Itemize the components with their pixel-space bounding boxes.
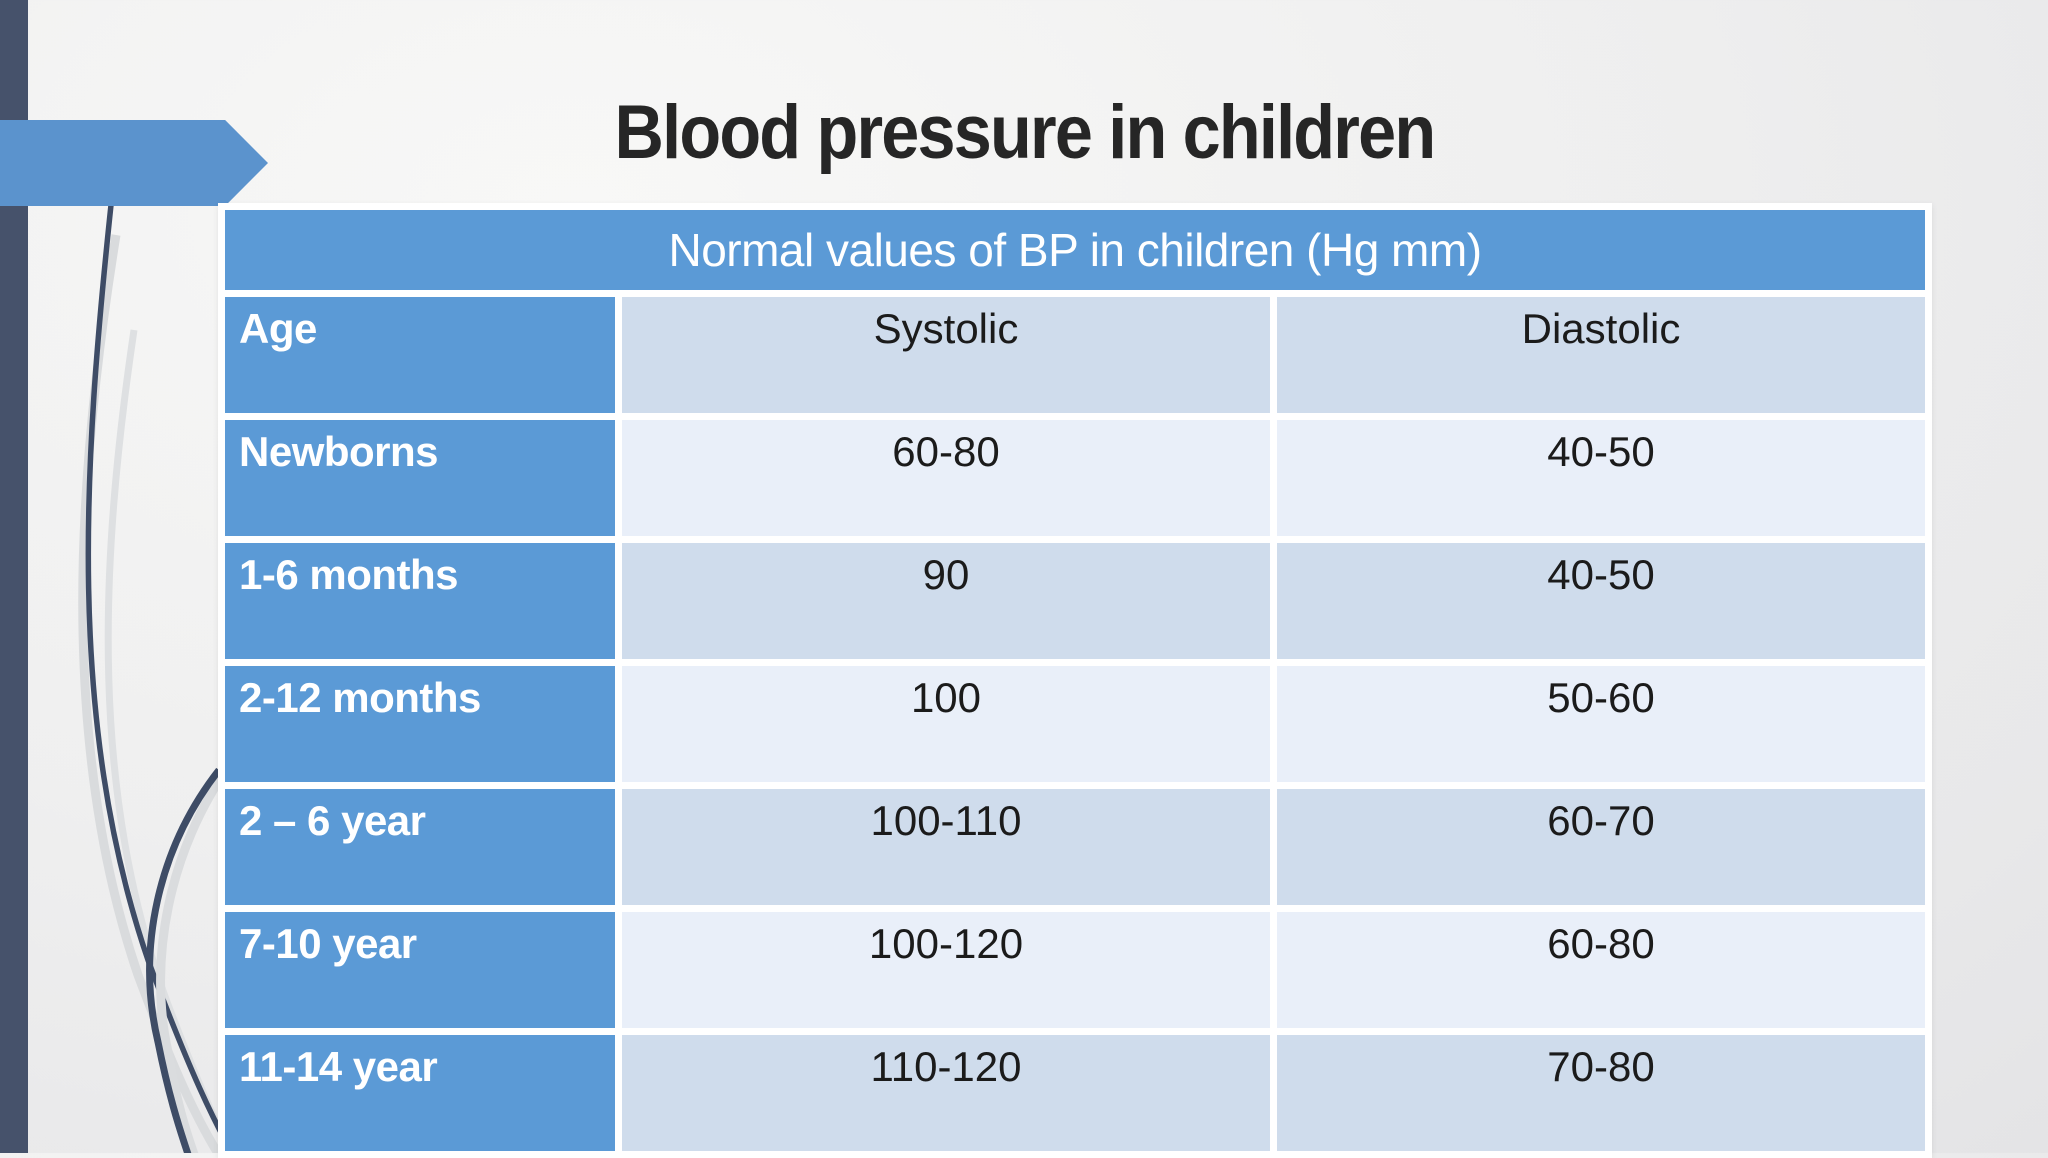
table-row: 1-6 months 90 40-50: [225, 543, 1925, 659]
bp-table-container: Normal values of BP in children (Hg mm) …: [218, 203, 1932, 1158]
table-row: 11-14 year 110-120 70-80: [225, 1035, 1925, 1151]
table-row: 2-12 months 100 50-60: [225, 666, 1925, 782]
systolic-cell: 110-120: [622, 1035, 1270, 1151]
curve-line: [78, 234, 223, 1153]
curve-line: [146, 767, 222, 1153]
systolic-cell: 100: [622, 666, 1270, 782]
slide-title-text: Blood pressure in children: [614, 89, 1436, 175]
age-cell: 2-12 months: [225, 666, 615, 782]
systolic-cell: 60-80: [622, 420, 1270, 536]
curve-line: [104, 329, 237, 1153]
table-row: 2 – 6 year 100-110 60-70: [225, 789, 1925, 905]
diastolic-cell: 60-80: [1277, 912, 1925, 1028]
table-row: 7-10 year 100-120 60-80: [225, 912, 1925, 1028]
slide-title: Blood pressure in children: [0, 89, 2048, 176]
age-cell: Newborns: [225, 420, 615, 536]
curve-line: [85, 204, 236, 1153]
systolic-cell: 90: [622, 543, 1270, 659]
diastolic-cell: 60-70: [1277, 789, 1925, 905]
column-header-diastolic: Diastolic: [1277, 297, 1925, 413]
diastolic-cell: 70-80: [1277, 1035, 1925, 1151]
table-header-row: Age Systolic Diastolic: [225, 297, 1925, 413]
diastolic-cell: 40-50: [1277, 420, 1925, 536]
age-cell: 1-6 months: [225, 543, 615, 659]
table-caption: Normal values of BP in children (Hg mm): [225, 210, 1925, 290]
age-cell: 11-14 year: [225, 1035, 615, 1151]
column-header-systolic: Systolic: [622, 297, 1270, 413]
systolic-cell: 100-110: [622, 789, 1270, 905]
diastolic-cell: 40-50: [1277, 543, 1925, 659]
table-body: Newborns 60-80 40-50 1-6 months 90 40-50 2-12 …: [225, 420, 1925, 1151]
bp-table: Normal values of BP in children (Hg mm) …: [218, 203, 1932, 1158]
table-caption-row: Normal values of BP in children (Hg mm): [225, 210, 1925, 290]
column-header-age: Age: [225, 297, 615, 413]
diastolic-cell: 50-60: [1277, 666, 1925, 782]
systolic-cell: 100-120: [622, 912, 1270, 1028]
age-cell: 7-10 year: [225, 912, 615, 1028]
table-row: Newborns 60-80 40-50: [225, 420, 1925, 536]
age-cell: 2 – 6 year: [225, 789, 615, 905]
arrow-decoration: [0, 120, 268, 206]
